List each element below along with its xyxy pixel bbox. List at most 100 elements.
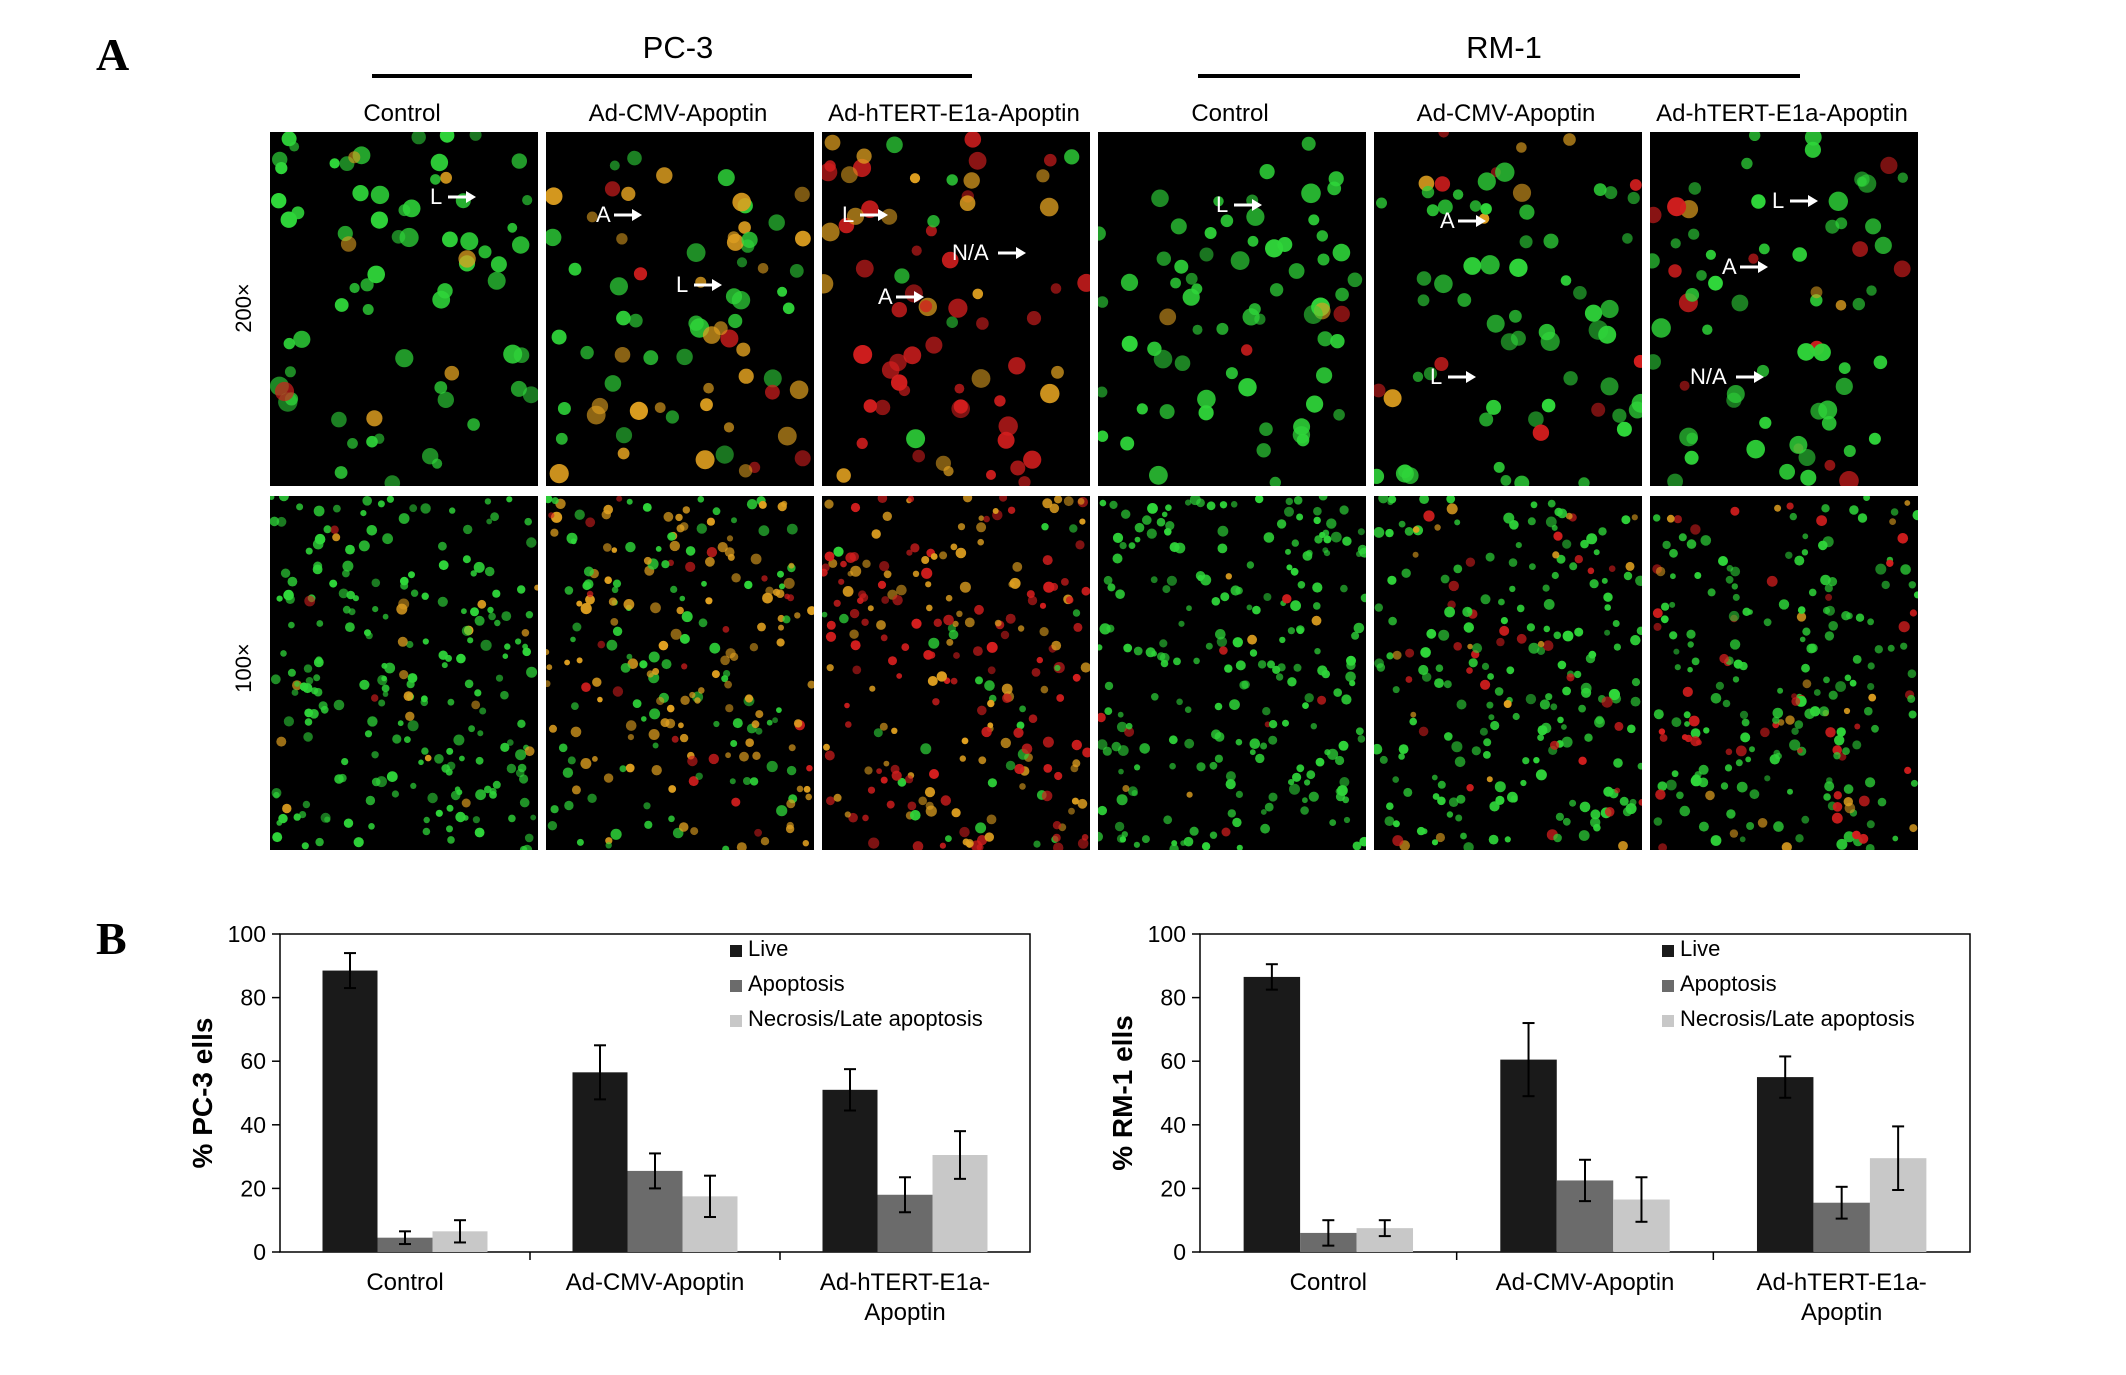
cell <box>460 232 479 251</box>
cell <box>972 288 984 300</box>
cell <box>1434 524 1441 531</box>
cell <box>270 674 281 685</box>
cell <box>549 724 557 733</box>
cell <box>1435 832 1445 843</box>
cell <box>1612 620 1620 627</box>
cell <box>911 618 922 629</box>
cell <box>1785 715 1795 725</box>
cell <box>987 778 997 788</box>
cell <box>461 608 467 615</box>
cell <box>1211 729 1221 740</box>
cell <box>700 398 713 412</box>
cell <box>678 722 684 729</box>
cell <box>749 643 759 652</box>
cell <box>1794 555 1805 566</box>
cell <box>1603 786 1614 797</box>
cell <box>603 773 614 783</box>
cell <box>1724 764 1733 772</box>
cell <box>1284 506 1294 517</box>
cell <box>789 380 809 400</box>
cell <box>1612 408 1627 423</box>
cell <box>1434 678 1444 688</box>
cell <box>668 815 675 823</box>
cell <box>1852 655 1862 664</box>
cell <box>732 192 751 212</box>
error-bar <box>1378 1219 1391 1238</box>
cell <box>654 402 666 413</box>
cell <box>1291 539 1299 547</box>
cell <box>1071 739 1082 751</box>
cell <box>883 760 890 767</box>
cell <box>410 782 417 789</box>
cell <box>1908 710 1917 719</box>
cell <box>340 236 357 252</box>
cell <box>1528 642 1540 654</box>
cell <box>861 618 869 626</box>
cell <box>382 533 393 545</box>
cell <box>572 622 582 632</box>
cell <box>1493 461 1505 473</box>
cell <box>503 344 523 364</box>
cell <box>313 505 325 517</box>
cell <box>1001 683 1013 695</box>
cell <box>1494 687 1504 696</box>
cell <box>304 718 313 726</box>
cell <box>1357 735 1366 743</box>
cell <box>1157 652 1166 661</box>
cell <box>1395 464 1414 483</box>
cell <box>1217 543 1228 554</box>
cell <box>1813 343 1831 362</box>
cell <box>1065 596 1074 604</box>
cell <box>285 594 295 604</box>
cell <box>1480 594 1491 605</box>
cell <box>1650 206 1662 224</box>
cell <box>1031 668 1041 677</box>
cell <box>1099 623 1111 635</box>
cell <box>1698 777 1709 788</box>
cell <box>685 561 696 572</box>
cell <box>611 547 618 553</box>
cell <box>994 395 1006 407</box>
cell <box>562 767 574 778</box>
cell <box>1437 780 1446 789</box>
cell <box>1525 693 1537 705</box>
cell <box>489 791 497 799</box>
cell <box>1216 636 1228 647</box>
cell <box>1338 740 1349 751</box>
cell <box>1589 579 1599 589</box>
cell <box>1206 501 1216 511</box>
cell <box>1198 405 1214 421</box>
cell <box>1705 249 1716 260</box>
cell <box>614 347 631 363</box>
cell <box>1831 812 1843 824</box>
cell <box>1821 416 1837 431</box>
cell <box>468 725 475 733</box>
cell <box>1123 643 1133 653</box>
cell <box>1823 793 1831 801</box>
cell <box>1651 318 1671 338</box>
cell <box>495 674 504 682</box>
cell <box>1329 819 1337 826</box>
cell <box>1051 640 1062 651</box>
cell <box>1315 757 1325 767</box>
cell <box>1479 412 1494 427</box>
cell <box>755 710 764 719</box>
cell <box>623 599 635 610</box>
cell <box>1316 230 1328 242</box>
cell <box>855 259 874 278</box>
cell <box>525 611 534 619</box>
cell <box>421 695 428 703</box>
error-bar <box>899 1176 911 1214</box>
cell <box>1827 577 1838 587</box>
cell <box>873 728 883 738</box>
cell <box>1603 592 1613 602</box>
cell <box>571 785 581 795</box>
cell <box>1795 834 1804 843</box>
cell <box>484 498 492 505</box>
cell <box>1679 380 1690 391</box>
cell <box>546 680 551 688</box>
cell <box>1314 648 1321 655</box>
cell <box>1553 631 1562 640</box>
cell <box>1252 605 1261 615</box>
error-bar <box>649 1152 661 1190</box>
